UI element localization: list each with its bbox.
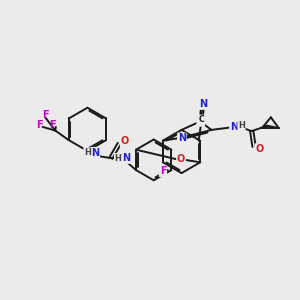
Text: F: F (36, 120, 43, 130)
Text: O: O (255, 144, 264, 154)
Text: F: F (42, 110, 49, 120)
Text: N: N (91, 148, 99, 158)
Text: O: O (177, 154, 185, 164)
Text: H: H (115, 154, 122, 163)
Text: O: O (121, 136, 129, 146)
Text: N: N (199, 99, 207, 109)
Text: N: N (122, 153, 130, 163)
Text: C: C (199, 115, 205, 124)
Text: F: F (160, 166, 166, 176)
Text: H: H (84, 148, 91, 157)
Text: S: S (197, 116, 204, 126)
Text: N: N (230, 122, 238, 132)
Text: N: N (178, 133, 186, 143)
Text: F: F (50, 120, 56, 130)
Text: H: H (238, 121, 245, 130)
